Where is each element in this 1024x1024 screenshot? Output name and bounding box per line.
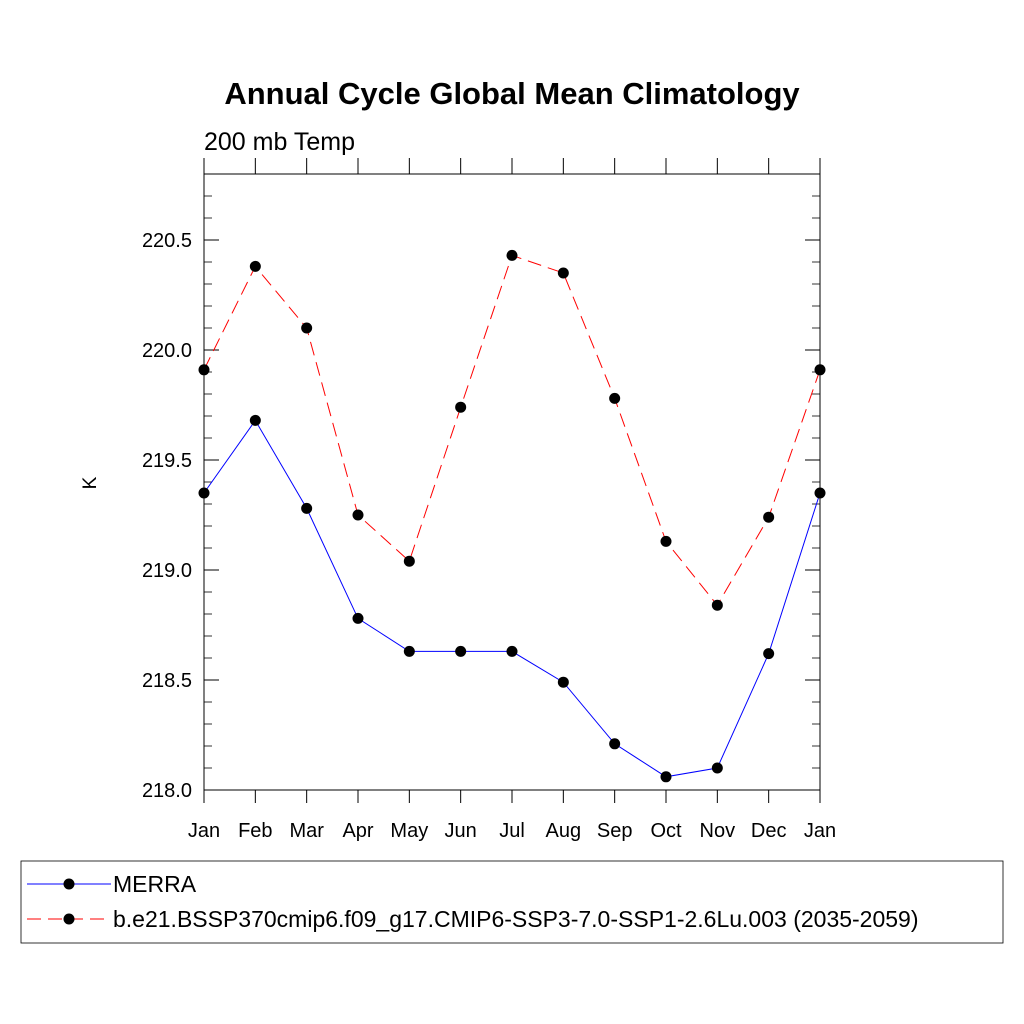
data-point-series-0 (557, 676, 569, 688)
x-tick-label: Jan (804, 820, 836, 842)
data-point-series-0 (301, 502, 313, 514)
x-tick-label: Apr (342, 820, 373, 842)
x-tick-label: Aug (546, 820, 582, 842)
legend-label-model: b.e21.BSSP370cmip6.f09_g17.CMIP6-SSP3-7.… (113, 906, 919, 932)
chart-subtitle: 200 mb Temp (204, 128, 355, 156)
data-point-series-0 (249, 414, 261, 426)
legend-marker-model (63, 913, 75, 925)
data-point-series-0 (198, 487, 210, 499)
x-tick-label: Nov (700, 820, 736, 842)
x-tick-label: Jan (188, 820, 220, 842)
legend-frame (20, 860, 1004, 944)
data-point-series-1 (301, 322, 313, 334)
data-point-series-1 (198, 364, 210, 376)
y-tick-label: 220.0 (142, 340, 192, 362)
data-point-series-1 (403, 555, 415, 567)
data-point-series-0 (763, 648, 775, 660)
series-layer (198, 249, 826, 783)
data-point-series-1 (352, 509, 364, 521)
x-tick-label: Sep (597, 820, 633, 842)
data-point-series-1 (249, 260, 261, 272)
data-point-series-1 (763, 511, 775, 523)
data-point-series-0 (711, 762, 723, 774)
plot-axes: 218.0 218.5 219.0 219.5 220.0 220.5 Jan Feb Mar A… (142, 158, 836, 842)
x-tick-label: Oct (650, 820, 682, 842)
data-point-series-1 (506, 249, 518, 261)
data-point-series-0 (403, 645, 415, 657)
data-point-series-1 (609, 392, 621, 404)
x-tick-label: Feb (238, 820, 272, 842)
data-point-series-1 (557, 267, 569, 279)
data-point-series-1 (814, 364, 826, 376)
data-point-series-0 (455, 645, 467, 657)
x-tick-label: Jul (499, 820, 525, 842)
data-point-series-0 (660, 771, 672, 783)
x-tick-label: Mar (289, 820, 324, 842)
y-tick-label: 218.0 (142, 780, 192, 802)
y-tick-label: 218.5 (142, 670, 192, 692)
data-point-series-0 (814, 487, 826, 499)
data-point-series-1 (455, 401, 467, 413)
y-tick-label: 219.5 (142, 450, 192, 472)
data-point-series-1 (711, 599, 723, 611)
data-point-series-0 (506, 645, 518, 657)
y-tick-label: 220.5 (142, 230, 192, 252)
legend-marker-merra (63, 878, 75, 890)
x-tick-label: Jun (445, 820, 477, 842)
x-tick-label: Dec (751, 820, 787, 842)
y-axis-label: K (80, 476, 101, 489)
y-tick-label: 219.0 (142, 560, 192, 582)
data-point-series-1 (660, 535, 672, 547)
data-point-series-0 (352, 612, 364, 624)
legend-label-merra: MERRA (113, 871, 197, 897)
legend: MERRA b.e21.BSSP370cmip6.f09_g17.CMIP6-S… (20, 860, 1004, 944)
chart-title: Annual Cycle Global Mean Climatology (224, 76, 800, 111)
data-point-series-0 (609, 738, 621, 750)
x-tick-label: May (390, 820, 428, 842)
